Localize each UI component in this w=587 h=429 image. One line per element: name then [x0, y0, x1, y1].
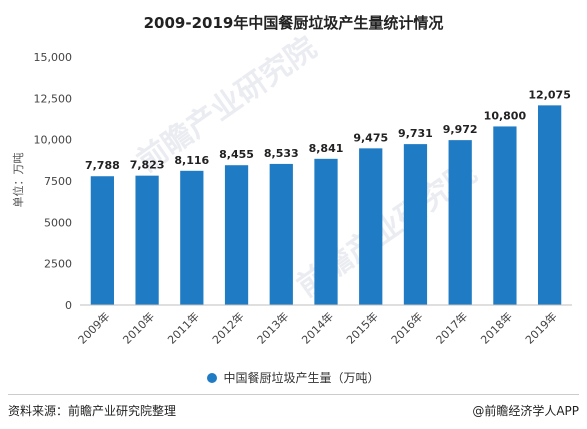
bar [448, 140, 472, 305]
data-label: 8,116 [174, 154, 209, 167]
x-tick-label: 2014年 [299, 309, 336, 346]
x-tick-label: 2017年 [433, 309, 470, 346]
legend-label: 中国餐厨垃圾产生量（万吨） [223, 371, 380, 385]
data-label: 7,823 [130, 159, 165, 172]
y-tick-label: 12,500 [34, 92, 73, 105]
x-tick-label: 2009年 [75, 309, 112, 346]
y-tick-label: 0 [65, 299, 72, 312]
y-axis-label-group: 单位：万吨 [11, 153, 25, 208]
y-tick-label: 5000 [44, 216, 72, 229]
data-label: 10,800 [484, 109, 527, 122]
data-label: 8,533 [264, 147, 299, 160]
y-axis-label: 单位：万吨 [11, 153, 25, 208]
x-tick-label: 2010年 [120, 309, 157, 346]
bar [314, 158, 338, 305]
bar [135, 175, 159, 305]
bar [403, 144, 428, 305]
x-tick-label: 2011年 [164, 309, 201, 346]
x-tick-label: 2019年 [522, 309, 559, 346]
y-axis: 0 2500 5000 7500 10,000 12,500 15,000 [34, 51, 73, 312]
chart-title: 2009-2019年中国餐厨垃圾产生量统计情况 [143, 14, 444, 32]
legend-marker [207, 373, 218, 383]
value-labels: 7,788 7,823 8,116 8,455 8,533 8,841 9,475 9,731… [85, 88, 571, 172]
x-tick-label: 2016年 [388, 309, 425, 346]
credit-note: @前瞻经济学人APP [472, 404, 579, 418]
y-tick-label: 10,000 [34, 134, 73, 147]
x-tick-label: 2018年 [478, 309, 515, 346]
x-tick-label: 2012年 [209, 309, 246, 346]
data-label: 9,731 [398, 127, 433, 140]
x-axis: 2009年 2010年 2011年 2012年 2013年 2014年 2015年 2016年… [75, 309, 560, 346]
y-tick-label: 2500 [44, 258, 72, 271]
x-tick-label: 2013年 [254, 309, 291, 346]
footer-divider [8, 394, 579, 395]
bar [180, 170, 204, 305]
x-tick-label: 2015年 [343, 309, 380, 346]
data-label: 9,475 [353, 131, 388, 144]
bar [538, 105, 562, 305]
bar [359, 148, 383, 305]
source-note: 资料来源：前瞻产业研究院整理 [8, 404, 177, 418]
y-tick-label: 7500 [44, 175, 72, 188]
data-label: 7,788 [85, 159, 120, 172]
legend: 中国餐厨垃圾产生量（万吨） [0, 369, 587, 386]
bar [224, 165, 249, 305]
bars [90, 105, 562, 305]
y-tick-label: 15,000 [34, 51, 73, 64]
data-label: 8,455 [219, 148, 254, 161]
data-label: 8,841 [309, 142, 344, 155]
data-label: 9,972 [443, 123, 478, 136]
data-label: 12,075 [528, 88, 570, 101]
bar [90, 176, 114, 305]
bar [269, 163, 293, 305]
bar [493, 126, 517, 305]
